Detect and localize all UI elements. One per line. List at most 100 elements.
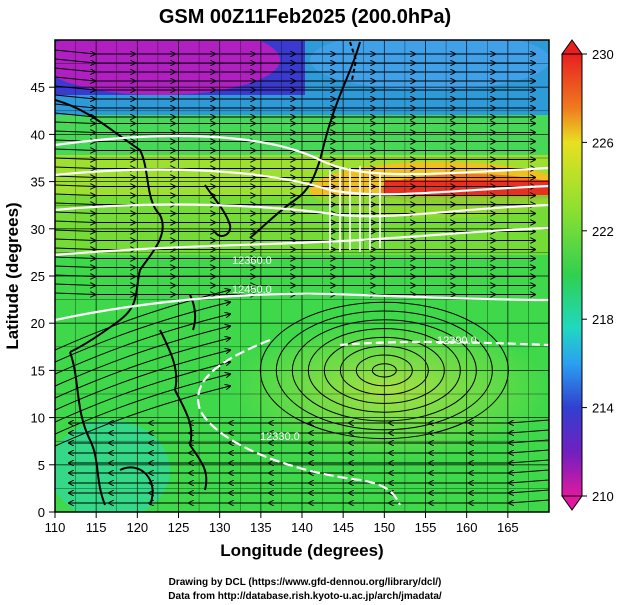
streamline bbox=[55, 266, 535, 268]
y-tick-label: 30 bbox=[31, 222, 45, 237]
colorbar-label: 222 bbox=[592, 224, 614, 239]
y-tick-label: 15 bbox=[31, 363, 45, 378]
y-axis: 0 5 10 15 20 25 30 35 40 45 bbox=[31, 80, 55, 520]
streamline bbox=[55, 230, 535, 232]
x-tick-label: 155 bbox=[415, 520, 437, 535]
y-tick-label: 45 bbox=[31, 80, 45, 95]
streamline bbox=[55, 158, 535, 160]
streamline bbox=[55, 176, 535, 178]
streamline bbox=[55, 275, 535, 277]
streamline-loop bbox=[339, 345, 429, 396]
streamline bbox=[55, 284, 535, 286]
x-tick-label: 145 bbox=[332, 520, 354, 535]
streamline bbox=[55, 362, 230, 423]
x-tick-label: 120 bbox=[126, 520, 148, 535]
contour-line bbox=[55, 226, 549, 257]
coastline-china bbox=[55, 99, 164, 353]
streamline bbox=[55, 140, 535, 142]
streamline bbox=[69, 419, 549, 423]
contour-line bbox=[197, 338, 401, 506]
x-tick-label: 130 bbox=[209, 520, 231, 535]
x-tick-label: 135 bbox=[250, 520, 272, 535]
streamline-loop bbox=[323, 336, 445, 404]
y-tick-label: 40 bbox=[31, 127, 45, 142]
y-tick-label: 10 bbox=[31, 411, 45, 426]
field-magenta-patch bbox=[55, 40, 280, 95]
streamline-loop bbox=[259, 301, 509, 440]
streamline bbox=[69, 489, 549, 493]
contour-line bbox=[339, 340, 549, 347]
x-tick-label: 115 bbox=[86, 520, 107, 535]
x-tick-label: 165 bbox=[497, 520, 519, 535]
x-tick-label: 150 bbox=[373, 520, 395, 535]
colorbar-label: 230 bbox=[592, 47, 614, 62]
streamline-loop bbox=[355, 354, 413, 387]
streamline bbox=[69, 429, 549, 433]
y-tick-label: 35 bbox=[31, 175, 45, 190]
streamline bbox=[55, 103, 535, 108]
footer-source: Data from http://database.rish.kyoto-u.a… bbox=[168, 591, 442, 602]
streamline-loop bbox=[307, 328, 461, 413]
streamline-loop bbox=[371, 363, 397, 378]
footer-credit: Drawing by DCL (https://www.gfd-dennou.o… bbox=[169, 577, 442, 588]
y-tick-label: 0 bbox=[38, 505, 45, 520]
streamline bbox=[55, 338, 230, 399]
streamline bbox=[69, 469, 549, 473]
x-tick-label: 125 bbox=[168, 520, 190, 535]
y-tick-label: 5 bbox=[38, 458, 45, 473]
coastline-indochina bbox=[69, 351, 106, 506]
streamline bbox=[69, 479, 549, 483]
x-tick-label: 140 bbox=[291, 520, 313, 535]
streamline bbox=[55, 314, 230, 375]
y-tick-label: 25 bbox=[31, 269, 45, 284]
streamline bbox=[55, 212, 535, 214]
streamline bbox=[69, 449, 549, 453]
streamline bbox=[55, 350, 230, 411]
streamline bbox=[55, 167, 535, 169]
colorbar: 230 226 222 218 214 210 bbox=[561, 39, 614, 511]
streamline bbox=[55, 112, 535, 117]
streamline-loop bbox=[275, 310, 493, 431]
streamline bbox=[55, 58, 535, 63]
y-axis-label: Latitude (degrees) bbox=[3, 202, 22, 349]
x-tick-label: 110 bbox=[45, 520, 66, 535]
streamline bbox=[55, 49, 535, 54]
field-southwest-cyan bbox=[55, 420, 170, 512]
streamline bbox=[69, 499, 549, 503]
streamline bbox=[55, 67, 535, 72]
colorbar-label: 210 bbox=[592, 489, 614, 504]
streamline bbox=[69, 439, 549, 443]
streamline bbox=[55, 194, 535, 196]
streamline bbox=[55, 94, 535, 99]
coastline-borneo bbox=[119, 466, 154, 506]
streamline bbox=[55, 76, 535, 81]
colorbar-bottom-arrow bbox=[561, 495, 583, 511]
streamline bbox=[55, 386, 230, 447]
coastline-korea bbox=[204, 184, 232, 237]
streamline bbox=[55, 326, 230, 387]
streamline bbox=[55, 290, 230, 351]
contour-label: 12450.0 bbox=[232, 284, 272, 296]
map-title: GSM 00Z11Feb2025 (200.0hPa) bbox=[159, 6, 451, 28]
contour-label: 12330.0 bbox=[260, 431, 300, 443]
map-plot-area: 12360.0 12390.0 12450.0 12330.0 bbox=[55, 40, 549, 512]
colorbar-label: 214 bbox=[592, 401, 614, 416]
colorbar-bar bbox=[561, 53, 583, 497]
colorbar-label: 218 bbox=[592, 312, 614, 327]
x-axis: 110 115 120 125 130 135 140 145 150 155 160 165 bbox=[45, 512, 519, 535]
x-axis-label: Longitude (degrees) bbox=[220, 541, 383, 560]
streamline bbox=[55, 257, 535, 259]
contour-line bbox=[55, 134, 549, 176]
y-tick-label: 20 bbox=[31, 316, 45, 331]
streamlines bbox=[55, 49, 549, 503]
streamline bbox=[55, 185, 535, 187]
colorbar-label: 226 bbox=[592, 135, 614, 150]
coastline-taiwan bbox=[189, 294, 197, 331]
jet-contours bbox=[329, 166, 381, 252]
contour-label: 12360.0 bbox=[232, 255, 272, 267]
streamline bbox=[69, 459, 549, 463]
contour-label: 12390.0 bbox=[437, 335, 477, 347]
contour-line bbox=[55, 292, 549, 322]
streamline bbox=[55, 122, 535, 124]
